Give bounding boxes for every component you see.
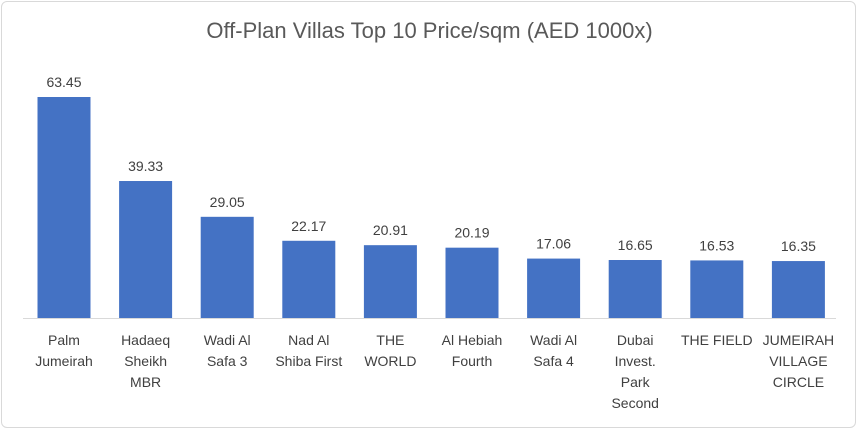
bar xyxy=(200,216,254,318)
bar xyxy=(771,261,825,318)
category-label: Palm Jumeirah xyxy=(35,332,93,369)
data-label: 20.91 xyxy=(373,222,408,238)
bar xyxy=(690,260,744,318)
data-label: 39.33 xyxy=(128,158,163,174)
category-label: Hadaeq Sheikh MBR xyxy=(121,332,170,390)
bar xyxy=(445,247,499,318)
bar xyxy=(363,245,417,318)
category-label: THE WORLD xyxy=(364,332,416,369)
category-label: Wadi Al Safa 4 xyxy=(530,332,577,369)
bar xyxy=(282,240,336,318)
bar xyxy=(37,97,91,318)
category-label: JUMEIRAH VILLAGE CIRCLE xyxy=(763,332,835,390)
category-label: Wadi Al Safa 3 xyxy=(204,332,251,369)
category-label: Al Hebiah Fourth xyxy=(442,332,503,369)
data-label: 16.65 xyxy=(618,237,653,253)
category-label: THE FIELD xyxy=(681,332,753,348)
category-label: Nad Al Shiba First xyxy=(275,332,342,369)
category-label: Dubai Invest. Park Second xyxy=(611,332,658,411)
data-label: 16.35 xyxy=(781,238,816,254)
bar xyxy=(119,181,173,318)
data-label: 16.53 xyxy=(699,237,734,253)
data-label: 22.17 xyxy=(291,218,326,234)
data-label: 29.05 xyxy=(210,194,245,210)
data-label: 63.45 xyxy=(46,74,81,90)
chart-title: Off-Plan Villas Top 10 Price/sqm (AED 10… xyxy=(206,18,653,43)
data-label: 17.06 xyxy=(536,236,571,252)
data-label: 20.19 xyxy=(454,225,489,241)
bar xyxy=(527,258,581,318)
bar xyxy=(608,260,662,318)
